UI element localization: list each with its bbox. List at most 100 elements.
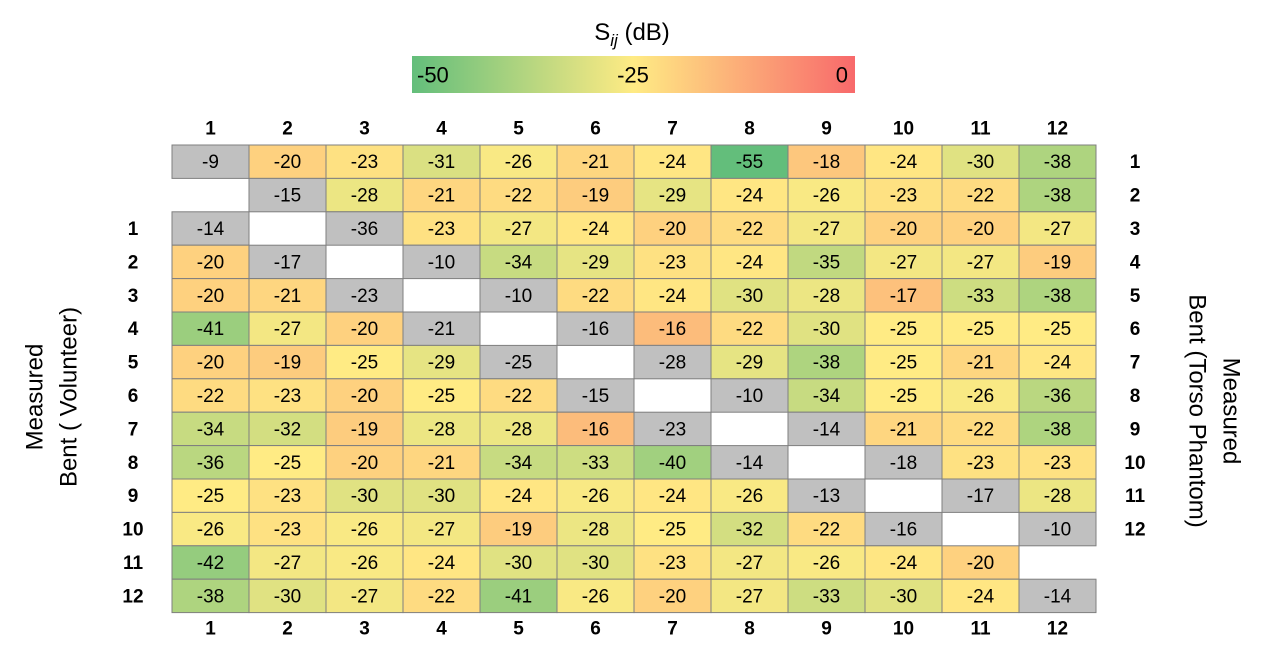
- cell-value: -22: [582, 286, 609, 307]
- column-tick-top: 2: [282, 119, 293, 140]
- cell-value: -41: [197, 319, 224, 340]
- cell-value: -24: [659, 286, 687, 307]
- cell-value: -14: [1044, 586, 1072, 607]
- cell-value: -24: [659, 486, 687, 507]
- cell-value: -23: [274, 520, 301, 541]
- cell-value: -25: [197, 486, 224, 507]
- column-tick-top: 3: [359, 119, 370, 140]
- cell-value: -40: [659, 453, 686, 474]
- column-tick-top: 12: [1047, 119, 1068, 140]
- cell-value: -23: [274, 386, 301, 407]
- right-row-tick: 6: [1130, 319, 1141, 340]
- heatmap-cell: [633, 411, 712, 447]
- heatmap-cell: [325, 545, 404, 580]
- cell-value: -30: [505, 553, 532, 574]
- heatmap-cell: [710, 244, 789, 280]
- heatmap-cell: [556, 177, 635, 213]
- cell-value: -22: [505, 186, 532, 207]
- cell-value: -22: [736, 319, 763, 340]
- cell-value: -24: [582, 219, 610, 240]
- heatmap-cell: [1018, 211, 1097, 246]
- cell-value: -22: [197, 386, 224, 407]
- heatmap-cell: [248, 244, 327, 280]
- column-tick-top: 11: [970, 119, 991, 140]
- chart-title: Sij (dB): [594, 19, 670, 50]
- cell-value: -17: [274, 252, 301, 273]
- cell-value: -24: [428, 553, 456, 574]
- cell-value: -30: [428, 486, 455, 507]
- column-tick-top: 5: [513, 119, 524, 140]
- cell-value: -20: [659, 586, 686, 607]
- column-tick-top: 9: [821, 119, 832, 140]
- left-row-tick: 2: [128, 252, 139, 273]
- cell-value: -20: [967, 219, 994, 240]
- cell-value: -36: [1044, 386, 1071, 407]
- cell-value: -28: [1044, 486, 1071, 507]
- heatmap-cell: [633, 177, 712, 213]
- heatmap-cell: [402, 545, 481, 580]
- heatmap-cell: [864, 378, 943, 413]
- heatmap-cell: [402, 211, 481, 246]
- cell-value: -28: [813, 286, 840, 307]
- heatmap-cell: [325, 411, 404, 447]
- column-tick-bottom: 7: [667, 619, 678, 640]
- heatmap-cell: [1018, 344, 1097, 380]
- cell-value: -26: [351, 520, 378, 541]
- left-axis-label: Measured Bent ( Volunteer): [22, 307, 83, 487]
- cell-value: -22: [813, 520, 840, 541]
- cell-value: -21: [428, 319, 455, 340]
- cell-value: -14: [813, 419, 841, 440]
- heatmap-cell: [325, 311, 404, 346]
- cell-value: -16: [582, 319, 609, 340]
- cell-value: -17: [967, 486, 994, 507]
- cell-value: -25: [890, 386, 917, 407]
- right-row-tick: 10: [1124, 453, 1145, 474]
- cell-value: -27: [274, 553, 301, 574]
- right-row-tick: 1: [1130, 152, 1141, 173]
- heatmap-cell: [787, 578, 866, 614]
- cell-value: -28: [428, 419, 455, 440]
- heatmap-cell: [248, 411, 327, 447]
- column-tick-top: 1: [205, 119, 216, 140]
- heatmap-cell: [633, 445, 712, 480]
- cell-value: -24: [505, 486, 533, 507]
- cell-value: -16: [890, 520, 917, 541]
- cell-value: -33: [967, 286, 994, 307]
- cell-value: -35: [813, 252, 840, 273]
- column-tick-top: 8: [744, 119, 755, 140]
- cell-value: -10: [505, 286, 532, 307]
- cell-value: -27: [890, 252, 917, 273]
- column-tick-top: 10: [893, 119, 914, 140]
- cell-value: -24: [1044, 353, 1072, 374]
- heatmap-cell: [1018, 144, 1097, 179]
- column-tick-bottom: 12: [1047, 619, 1068, 640]
- heatmap-cell: [556, 311, 635, 346]
- cell-value: -10: [736, 386, 763, 407]
- heatmap-cell: [248, 278, 327, 313]
- left-row-tick: 3: [128, 286, 139, 307]
- svg-text:Measured: Measured: [1218, 358, 1245, 465]
- heatmap-cell: [479, 411, 558, 447]
- cell-value: -26: [967, 386, 994, 407]
- cell-value: -21: [274, 286, 301, 307]
- cell-value: -20: [890, 219, 917, 240]
- column-tick-bottom: 1: [205, 619, 216, 640]
- tick-labels: 1122334455667788991010111112121234567891…: [122, 119, 1145, 640]
- heatmap-cell: [864, 511, 943, 547]
- cell-value: -25: [274, 453, 301, 474]
- cell-value: -24: [967, 586, 995, 607]
- cell-value: -34: [197, 419, 225, 440]
- heatmap-cell: [402, 177, 481, 213]
- heatmap-cell: [325, 445, 404, 480]
- cell-value: -29: [428, 353, 455, 374]
- heatmap-cell: [941, 177, 1020, 213]
- heatmap-cell: [941, 578, 1020, 614]
- right-row-tick: 3: [1130, 219, 1141, 240]
- heatmap-cell: [325, 211, 404, 246]
- heatmap-cell: [787, 545, 866, 580]
- cell-value: -20: [274, 152, 301, 173]
- cell-value: -21: [967, 353, 994, 374]
- cell-value: -20: [351, 319, 378, 340]
- heatmap-cell: [171, 344, 250, 380]
- column-tick-bottom: 10: [893, 619, 914, 640]
